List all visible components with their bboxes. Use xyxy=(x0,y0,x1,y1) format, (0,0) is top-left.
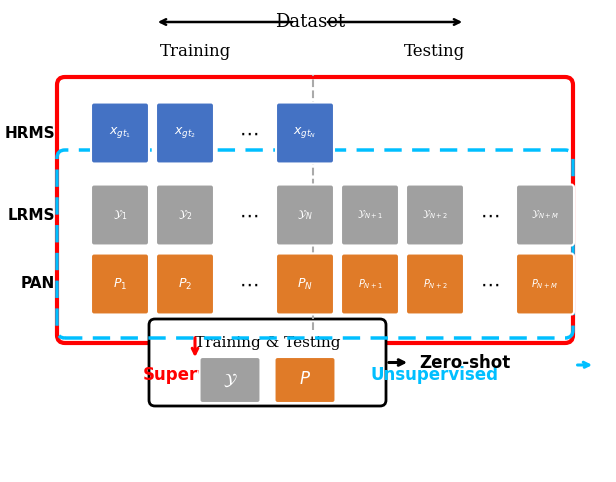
Text: $P_2$: $P_2$ xyxy=(178,277,192,292)
Text: $P_1$: $P_1$ xyxy=(113,277,127,292)
FancyBboxPatch shape xyxy=(91,185,149,245)
FancyBboxPatch shape xyxy=(91,254,149,314)
FancyBboxPatch shape xyxy=(516,254,574,314)
Text: Testing: Testing xyxy=(404,43,466,61)
Text: $\mathcal{Y}_{N+1}$: $\mathcal{Y}_{N+1}$ xyxy=(357,209,383,221)
Text: $\mathcal{Y}_{N+2}$: $\mathcal{Y}_{N+2}$ xyxy=(422,209,448,221)
Text: $P_{N+2}$: $P_{N+2}$ xyxy=(423,277,447,291)
Text: $\cdots$: $\cdots$ xyxy=(240,275,259,294)
Text: $\cdots$: $\cdots$ xyxy=(240,123,259,143)
Text: $\mathcal{Y}_{N+M}$: $\mathcal{Y}_{N+M}$ xyxy=(531,209,559,221)
Text: $x_{gt_2}$: $x_{gt_2}$ xyxy=(174,125,196,140)
FancyBboxPatch shape xyxy=(149,319,386,406)
Text: $P_N$: $P_N$ xyxy=(297,277,313,292)
FancyBboxPatch shape xyxy=(406,254,464,314)
FancyBboxPatch shape xyxy=(276,185,334,245)
FancyBboxPatch shape xyxy=(516,185,574,245)
Text: $x_{gt_N}$: $x_{gt_N}$ xyxy=(293,125,317,140)
Text: Zero-shot: Zero-shot xyxy=(419,353,511,372)
FancyBboxPatch shape xyxy=(156,185,214,245)
Text: $P_{N+1}$: $P_{N+1}$ xyxy=(357,277,383,291)
FancyBboxPatch shape xyxy=(275,357,336,403)
FancyBboxPatch shape xyxy=(276,103,334,163)
Text: Training & Testing: Training & Testing xyxy=(195,336,340,350)
FancyBboxPatch shape xyxy=(341,254,399,314)
Text: Unsupervised: Unsupervised xyxy=(371,366,499,384)
Text: $x_{gt_1}$: $x_{gt_1}$ xyxy=(109,125,131,140)
FancyBboxPatch shape xyxy=(156,103,214,163)
Text: $\mathcal{Y}_2$: $\mathcal{Y}_2$ xyxy=(178,208,192,222)
FancyBboxPatch shape xyxy=(200,357,261,403)
Text: Training: Training xyxy=(160,43,230,61)
Text: $\cdots$: $\cdots$ xyxy=(480,205,500,225)
FancyBboxPatch shape xyxy=(156,254,214,314)
Text: Supervised: Supervised xyxy=(142,366,248,384)
Text: $\mathcal{Y}$: $\mathcal{Y}$ xyxy=(223,371,237,388)
Text: LRMS: LRMS xyxy=(7,207,55,223)
Text: $\mathcal{Y}_1$: $\mathcal{Y}_1$ xyxy=(113,208,127,222)
FancyBboxPatch shape xyxy=(91,103,149,163)
Text: $P$: $P$ xyxy=(299,372,311,388)
FancyBboxPatch shape xyxy=(406,185,464,245)
Text: Dataset: Dataset xyxy=(275,13,345,31)
Text: $P_{N+M}$: $P_{N+M}$ xyxy=(532,277,559,291)
FancyBboxPatch shape xyxy=(276,254,334,314)
Text: $\cdots$: $\cdots$ xyxy=(240,205,259,225)
FancyBboxPatch shape xyxy=(341,185,399,245)
Text: PAN: PAN xyxy=(21,277,55,292)
Text: $\mathcal{Y}_N$: $\mathcal{Y}_N$ xyxy=(297,208,313,222)
Text: $\cdots$: $\cdots$ xyxy=(480,275,500,294)
Text: HRMS: HRMS xyxy=(4,125,55,140)
